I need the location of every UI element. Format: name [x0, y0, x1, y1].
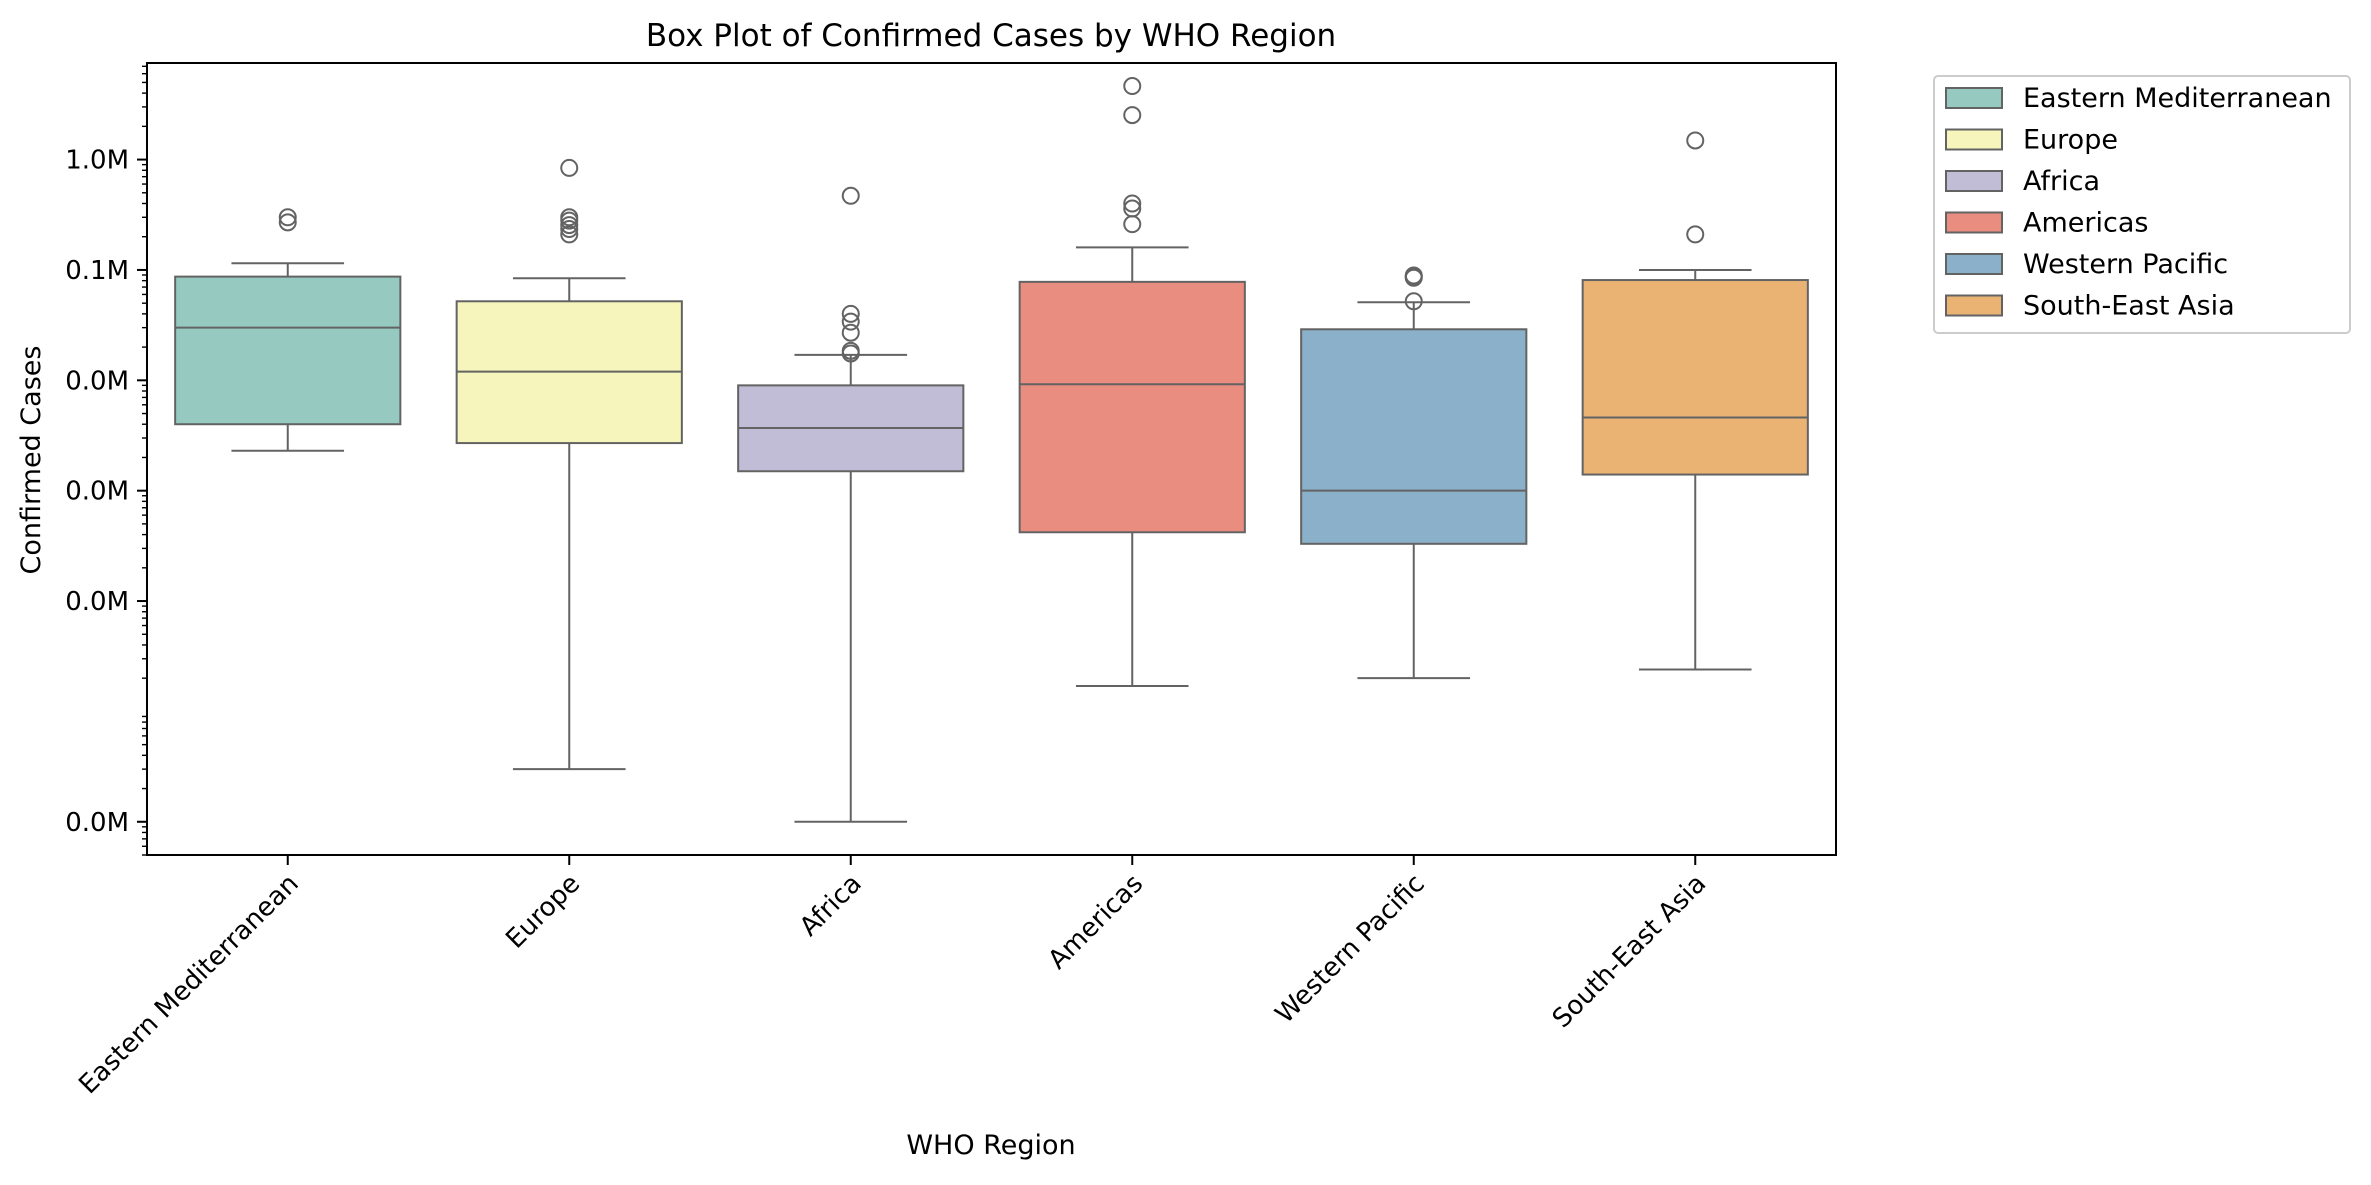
legend-label: Western Pacific — [2023, 249, 2228, 280]
outlier-point — [841, 304, 860, 323]
outlier-point — [841, 341, 860, 360]
x-tick-label: Western Pacific — [1270, 869, 1431, 1030]
y-tick-label: 0.1M — [65, 256, 129, 286]
outlier-point — [560, 225, 579, 244]
outlier-point — [1404, 266, 1423, 285]
legend-swatch — [1945, 87, 2003, 109]
outlier-point — [278, 213, 297, 232]
legend-label: Americas — [2023, 208, 2148, 239]
outlier-point — [1686, 225, 1705, 244]
y-tick-label: 0.0M — [65, 587, 129, 617]
outlier-point — [1123, 215, 1142, 234]
box-iqr — [1018, 280, 1246, 534]
plot-area-frame — [146, 62, 1837, 856]
legend: Eastern Mediterranean Europe Africa America… — [1933, 75, 2351, 334]
outlier-point — [1123, 194, 1142, 213]
outlier-point — [278, 208, 297, 227]
legend-swatch — [1945, 128, 2003, 151]
x-axis-label: WHO Region — [906, 1130, 1075, 1161]
legend-swatch — [1945, 294, 2003, 317]
box-group — [174, 208, 402, 452]
x-tick-label: South-East Asia — [1547, 869, 1712, 1034]
legend-label: Africa — [2023, 166, 2100, 197]
legend-swatch — [1945, 253, 2003, 275]
y-tick-label: 1.0M — [65, 146, 129, 176]
chart-title: Box Plot of Confirmed Cases by WHO Regio… — [646, 18, 1336, 54]
legend-frame — [1933, 75, 2351, 334]
outlier-point — [1123, 106, 1142, 125]
outlier-point — [560, 158, 579, 177]
outlier-point — [841, 186, 860, 205]
legend-label: South-East Asia — [2023, 291, 2235, 322]
legend-swatch — [1945, 170, 2003, 192]
y-tick-label: 0.0M — [65, 477, 129, 507]
outlier-point — [1123, 77, 1142, 96]
legend-label: Europe — [2023, 125, 2118, 156]
outlier-point — [560, 216, 579, 235]
outlier-point — [560, 208, 579, 227]
x-axis: Eastern Mediterranean Europe Africa America… — [73, 855, 1712, 1100]
legend-swatch — [1945, 211, 2003, 234]
x-tick-label: Eastern Mediterranean — [73, 869, 304, 1100]
box-group — [1018, 77, 1246, 687]
box-group — [737, 186, 965, 823]
y-axis-label: Confirmed Cases — [16, 346, 47, 575]
box-group — [1300, 266, 1528, 680]
outlier-point — [841, 323, 860, 342]
box-iqr — [1300, 328, 1528, 545]
outlier-point — [841, 312, 860, 331]
legend-label: Eastern Mediterranean — [2023, 83, 2332, 114]
outlier-point — [1123, 199, 1142, 218]
x-tick-label: Americas — [1043, 869, 1150, 976]
x-tick-label: Europe — [500, 869, 586, 955]
box-iqr — [174, 275, 402, 426]
box-iqr — [1581, 279, 1809, 476]
box-group — [455, 158, 683, 771]
y-tick-label: 0.0M — [65, 366, 129, 396]
y-tick-label: 0.0M — [65, 808, 129, 838]
outlier-point — [1404, 292, 1423, 311]
boxes — [174, 77, 1809, 823]
box-group — [1581, 131, 1809, 671]
x-tick-label: Africa — [794, 869, 868, 943]
outlier-point — [1686, 131, 1705, 150]
y-axis: 0.0M 0.0M 0.0M 0.0M 0.1M 1.0M — [65, 65, 147, 856]
